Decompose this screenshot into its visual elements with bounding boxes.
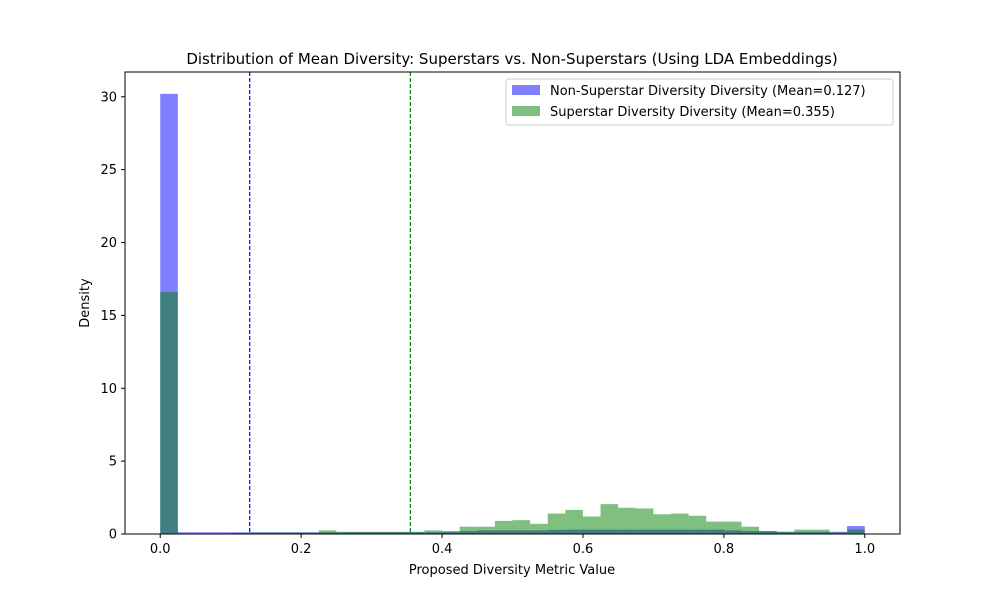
histogram-bar [847, 529, 865, 534]
y-tick-label: 10 [100, 382, 117, 397]
x-tick-label: 1.0 [854, 542, 875, 557]
x-axis-label: Proposed Diversity Metric Value [409, 563, 615, 578]
y-tick-label: 25 [100, 163, 117, 178]
x-tick-label: 0.4 [432, 542, 453, 557]
series-1 [160, 292, 865, 534]
y-tick-label: 20 [100, 236, 117, 251]
histogram-bar [177, 532, 196, 534]
y-tick-label: 15 [100, 309, 117, 324]
y-tick-label: 5 [109, 455, 117, 470]
histogram-bar [565, 509, 583, 534]
histogram-bar [406, 531, 425, 534]
chart-title: Distribution of Mean Diversity: Supersta… [186, 50, 837, 68]
histogram-bar [301, 532, 319, 534]
histogram-bar [265, 532, 284, 534]
histogram-bar [283, 532, 302, 534]
y-tick-label: 30 [100, 90, 117, 105]
histogram-bar [829, 532, 848, 534]
histogram-bar [706, 521, 724, 534]
histogram-bar [160, 292, 178, 534]
y-tick-label: 0 [109, 528, 117, 543]
x-axis: 0.0 0.2 0.4 0.6 0.8 1.0 [150, 534, 875, 557]
legend-swatch-0 [512, 85, 540, 95]
legend-label-0: Non-Superstar Diversity Diversity (Mean=… [550, 84, 866, 99]
legend-label-1: Superstar Diversity Diversity (Mean=0.35… [550, 105, 835, 120]
histogram-bar [353, 531, 372, 534]
histogram-bar [494, 520, 513, 534]
histogram-bar [213, 532, 231, 534]
histogram-bar [811, 529, 830, 534]
histogram-bar [459, 526, 478, 534]
axes-frame [124, 71, 901, 535]
histogram-bar [530, 523, 548, 534]
legend-swatch-1 [512, 106, 540, 116]
y-axis: 0 5 10 15 20 25 30 [100, 90, 125, 543]
histogram-bar [600, 504, 619, 534]
histogram-bar [618, 507, 636, 534]
histogram-bar [794, 529, 812, 534]
legend-frame [505, 78, 894, 126]
histogram-bar [741, 526, 760, 534]
x-tick-label: 0.8 [714, 542, 735, 557]
histogram-bar [248, 532, 266, 534]
histogram-bar [547, 513, 566, 534]
histogram-bar [635, 508, 654, 534]
histogram-bar [776, 531, 795, 534]
x-tick-label: 0.2 [291, 542, 312, 557]
histogram-bar [336, 531, 354, 534]
plot-area [160, 72, 865, 534]
legend: Non-Superstar Diversity Diversity (Mean=… [505, 78, 894, 126]
histogram-bar [442, 531, 460, 534]
histogram-bar [759, 531, 777, 534]
x-tick-label: 0.6 [573, 542, 594, 557]
histogram-bar [723, 521, 742, 534]
histogram-bar [318, 530, 337, 534]
histogram-bar [477, 526, 495, 534]
histogram-bar [389, 531, 407, 534]
histogram-bar [371, 531, 390, 534]
histogram-bar [582, 516, 601, 534]
y-axis-label: Density [78, 278, 93, 328]
histogram-bar [230, 532, 249, 534]
series-0 [160, 93, 865, 534]
histogram-bar [688, 515, 707, 534]
x-tick-label: 0.0 [150, 542, 171, 557]
histogram-bar [653, 514, 672, 534]
histogram-bar [424, 530, 443, 534]
histogram-bar [512, 520, 531, 534]
histogram-bar [671, 513, 689, 534]
histogram-bar [195, 532, 214, 534]
